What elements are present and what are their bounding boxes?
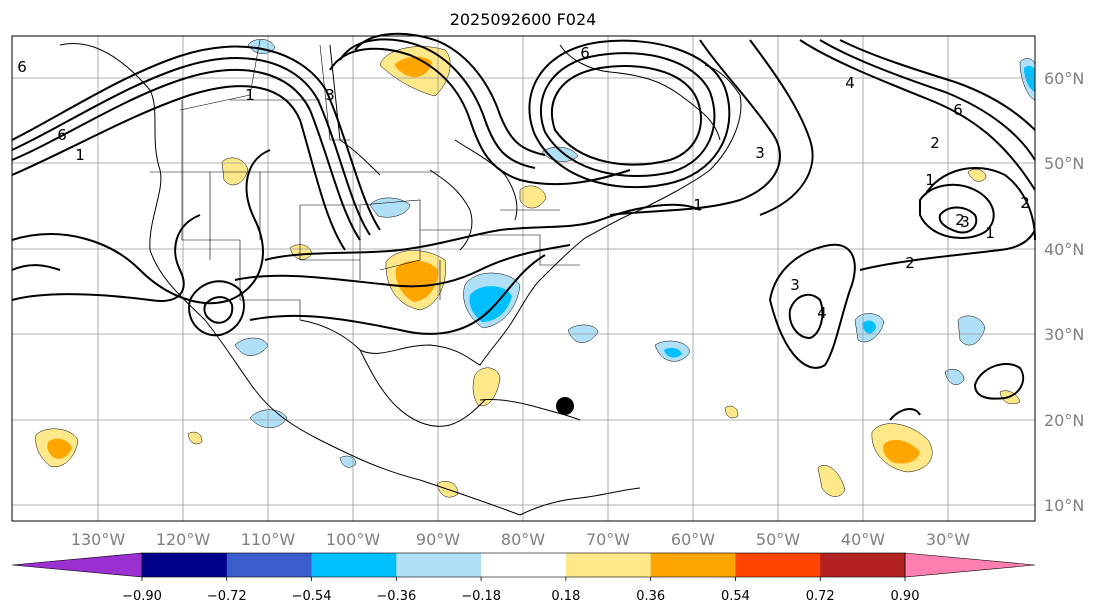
longitude-label: 60°W	[671, 530, 715, 549]
colorbar-segment	[735, 553, 821, 577]
graticule	[12, 36, 1035, 521]
contour-label: 1	[985, 224, 995, 242]
colorbar-outline	[141, 552, 906, 578]
colorbar-tick-label: 0.72	[806, 589, 835, 604]
longitude-label: 80°W	[501, 530, 545, 549]
longitude-axis: 130°W 120°W 110°W 100°W 90°W 80°W 70°W 60°W 50°W…	[71, 530, 970, 549]
longitude-label: 90°W	[416, 530, 460, 549]
longitude-label: 120°W	[156, 530, 211, 549]
height-contours	[11, 32, 1036, 421]
contour-label: 4	[817, 304, 827, 322]
longitude-label: 100°W	[326, 530, 381, 549]
colorbar-tick-label: −0.18	[461, 589, 501, 604]
colorbar-tick-label: −0.72	[207, 589, 247, 604]
colorbar-segment	[311, 553, 397, 577]
map-frame	[11, 35, 1036, 522]
shade-pacific-orange-core	[47, 438, 72, 459]
longitude-label: 110°W	[241, 530, 296, 549]
colorbar-segment	[142, 553, 228, 577]
colorbar-segment	[650, 553, 736, 577]
anomaly-shading	[35, 39, 1036, 498]
latitude-label: 10°N	[1044, 496, 1084, 515]
shade-misc-yellow-7	[967, 168, 987, 182]
colorbar-segment	[820, 553, 906, 577]
colorbar-tick-label: 0.18	[551, 589, 580, 604]
shade-misc-blue-1	[944, 369, 965, 385]
latitude-label: 60°N	[1044, 69, 1084, 88]
latitude-label: 50°N	[1044, 154, 1084, 173]
contour-label: 3	[325, 86, 335, 104]
contour-label: 1	[693, 196, 703, 214]
latitude-axis: 60°N 50°N 40°N 30°N 20°N 10°N	[1044, 69, 1084, 515]
chart-title: 2025092600 F024	[449, 10, 597, 29]
shade-atlantic-blue-2-core	[664, 347, 682, 358]
colorbar-segment	[396, 553, 482, 577]
shade-misc-yellow-6	[187, 431, 203, 445]
contour-label: 6	[57, 126, 67, 144]
shade-se-blue-core	[469, 286, 512, 322]
colorbar-tick-label: −0.54	[292, 589, 332, 604]
contour-label: 2	[905, 254, 915, 272]
shade-atlantic-orange-core	[883, 439, 920, 464]
shade-ne-blue-core	[1024, 65, 1035, 92]
colorbar-segment	[481, 553, 567, 577]
contour-label: 6	[17, 58, 27, 76]
contour-label: 3	[960, 213, 970, 231]
colorbar-over-arrow	[904, 552, 1036, 578]
contour-label: 2	[1020, 194, 1030, 212]
colorbar-tick-label: −0.36	[376, 589, 416, 604]
shade-atlantic-blue-3-core	[862, 320, 876, 334]
shade-misc-blue-2	[339, 455, 357, 468]
longitude-label: 130°W	[71, 530, 126, 549]
latitude-label: 20°N	[1044, 411, 1084, 430]
colorbar-segment	[565, 553, 652, 577]
shade-plains-orange-core	[395, 260, 438, 302]
contour-label: 3	[790, 276, 800, 294]
colorbar-tick-label: 0.90	[891, 589, 920, 604]
contour-label: 1	[245, 86, 255, 104]
shade-lakes-blue	[369, 197, 411, 218]
latitude-label: 30°N	[1044, 325, 1084, 344]
colorbar	[11, 552, 1036, 578]
colorbar-under-arrow	[11, 552, 143, 578]
shade-misc-yellow-1	[221, 157, 249, 186]
longitude-label: 70°W	[586, 530, 630, 549]
latitude-label: 40°N	[1044, 240, 1084, 259]
contour-label: 3	[755, 144, 765, 162]
colorbar-tick-label: −0.90	[122, 589, 162, 604]
contour-label: 4	[845, 74, 855, 92]
longitude-label: 40°W	[841, 530, 885, 549]
coastlines	[59, 43, 742, 516]
colorbar-segment	[226, 553, 313, 577]
colorbar-tick-label: 0.36	[636, 589, 665, 604]
colorbar-tick-label: 0.54	[721, 589, 750, 604]
shade-pacific-blue	[249, 409, 288, 428]
contour-label: 6	[580, 44, 590, 62]
longitude-label: 50°W	[756, 530, 800, 549]
longitude-label: 30°W	[926, 530, 970, 549]
shade-atlantic-blue-4	[957, 315, 986, 346]
contour-label: 2	[955, 211, 965, 229]
shade-misc-yellow-2	[519, 185, 547, 209]
colorbar-tick-labels: −0.90 −0.72 −0.54 −0.36 −0.18 0.18 0.36 0.54 0.7…	[122, 577, 919, 604]
contour-label: 2	[930, 134, 940, 152]
shade-misc-yellow-9	[724, 405, 739, 419]
shade-misc-yellow-4	[817, 465, 846, 497]
storm-marker	[556, 397, 574, 415]
contour-label: 6	[953, 101, 963, 119]
contour-label: 1	[75, 146, 85, 164]
contour-label: 1	[925, 171, 935, 189]
